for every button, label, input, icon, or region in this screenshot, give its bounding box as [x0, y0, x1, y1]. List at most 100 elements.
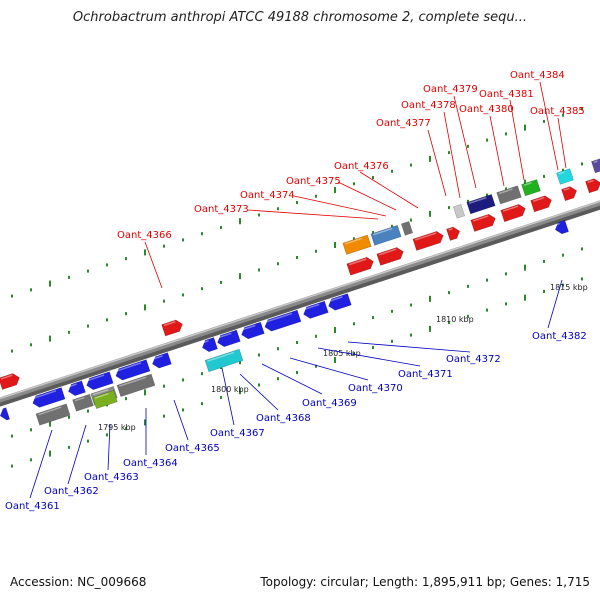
- gene-label[interactable]: Oant_4385: [530, 106, 585, 117]
- gene-shape: [500, 204, 526, 223]
- gene-shape: [152, 352, 172, 369]
- gene-feature: [400, 221, 414, 236]
- leader-line: [337, 181, 397, 211]
- gene-shape: [0, 407, 11, 421]
- gene-label[interactable]: Oant_4380: [459, 104, 514, 115]
- gene-shape: [241, 321, 265, 340]
- gene-feature: [328, 293, 352, 311]
- gene-feature: [446, 226, 461, 241]
- gene-feature: [204, 348, 244, 373]
- gene-sheen: [558, 171, 565, 175]
- gene-shape: [466, 193, 496, 215]
- leader-line: [289, 357, 369, 381]
- leader-line: [347, 341, 471, 353]
- gene-label[interactable]: Oant_4364: [123, 458, 178, 469]
- gene-label[interactable]: Oant_4366: [117, 230, 172, 241]
- gene-feature: [0, 373, 20, 390]
- gene-shape: [86, 371, 114, 391]
- leader-line: [427, 129, 447, 197]
- gene-shape: [470, 213, 496, 232]
- gene-shape: [115, 359, 151, 381]
- gene-label[interactable]: Oant_4371: [398, 369, 453, 380]
- gene-sheen: [202, 340, 209, 344]
- gene-label[interactable]: Oant_4372: [446, 354, 501, 365]
- label-leader-lines: [29, 81, 567, 499]
- gene-shape: [72, 393, 94, 412]
- gene-sheen: [241, 324, 256, 331]
- backbone-line: [0, 200, 600, 403]
- gene-label[interactable]: Oant_4377: [376, 118, 431, 129]
- gene-sheen: [502, 205, 519, 212]
- gene-shape: [303, 300, 329, 319]
- leader-line: [557, 117, 567, 169]
- gene-label[interactable]: Oant_4362: [44, 486, 99, 497]
- gene-feature: [500, 204, 526, 223]
- gene-feature: [346, 256, 374, 276]
- gene-shape: [68, 380, 86, 397]
- gene-feature: [521, 179, 541, 197]
- kbp-label-1805: 1805 kbp: [323, 349, 361, 358]
- gene-label[interactable]: Oant_4376: [334, 161, 389, 172]
- leader-line: [509, 99, 525, 181]
- gene-shape: [328, 293, 352, 311]
- kbp-scale-labels: 1795 kbp 1800 kbp 1805 kbp 1810 kbp 1815…: [98, 283, 588, 432]
- gene-sheen: [593, 160, 598, 164]
- gene-feature: [0, 407, 11, 421]
- gene-label[interactable]: Oant_4368: [256, 413, 311, 424]
- kbp-label-1815: 1815 kbp: [550, 283, 588, 292]
- leader-line: [261, 363, 323, 395]
- gene-label[interactable]: Oant_4384: [510, 70, 565, 81]
- gene-sheen: [265, 312, 293, 323]
- gene-feature: [86, 371, 114, 391]
- gene-sheen: [68, 383, 77, 388]
- gene-feature: [496, 185, 522, 205]
- gene-feature: [412, 231, 444, 251]
- gene-label[interactable]: Oant_4367: [210, 428, 265, 439]
- gene-label[interactable]: Oant_4373: [194, 204, 249, 215]
- gene-feature: [303, 300, 329, 319]
- gene-feature: [217, 329, 241, 348]
- gene-label[interactable]: Oant_4382: [532, 331, 587, 342]
- gene-feature: [264, 309, 302, 332]
- gene-label[interactable]: Oant_4379: [423, 84, 478, 95]
- gene-label[interactable]: Oant_4361: [5, 501, 60, 512]
- gene-shape: [556, 168, 574, 185]
- gene-feature: [68, 380, 86, 397]
- gene-label[interactable]: Oant_4365: [165, 443, 220, 454]
- backbone-highlight: [0, 200, 600, 400]
- gene-sheen: [523, 182, 532, 186]
- gene-feature: [591, 157, 600, 174]
- gene-shape: [530, 195, 552, 213]
- gene-sheen: [119, 376, 147, 387]
- backbone-shadow: [0, 202, 600, 407]
- gene-shape: [204, 348, 244, 373]
- gene-label[interactable]: Oant_4370: [348, 383, 403, 394]
- gene-feature: [530, 195, 552, 213]
- gene-sheen: [468, 196, 487, 204]
- gene-shape: [496, 185, 522, 205]
- gene-label[interactable]: Oant_4374: [240, 190, 295, 201]
- gene-shape: [32, 387, 66, 408]
- gene-sheen: [152, 355, 163, 360]
- gene-feature: [201, 337, 218, 353]
- gene-shape: [92, 390, 118, 410]
- gene-shape: [561, 186, 578, 202]
- gene-sheen: [74, 396, 85, 402]
- gene-sheen: [348, 258, 367, 266]
- gene-shape: [264, 309, 302, 332]
- gene-shape: [400, 221, 414, 236]
- gene-shape: [35, 403, 71, 426]
- gene-sheen: [116, 362, 142, 372]
- gene-feature: [241, 321, 265, 340]
- gene-label[interactable]: Oant_4363: [84, 472, 139, 483]
- gene-label[interactable]: Oant_4375: [286, 176, 341, 187]
- gene-label[interactable]: Oant_4381: [479, 89, 534, 100]
- gene-feature: [32, 387, 66, 408]
- gene-shape: [376, 247, 404, 266]
- leader-line: [239, 373, 279, 411]
- gene-sheen: [38, 406, 62, 416]
- gene-label[interactable]: Oant_4378: [401, 100, 456, 111]
- gene-label[interactable]: Oant_4369: [302, 398, 357, 409]
- gene-shape: [412, 231, 444, 251]
